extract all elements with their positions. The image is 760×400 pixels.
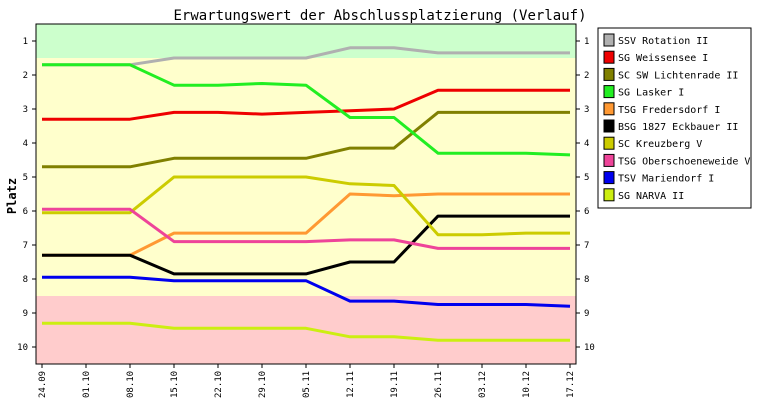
x-tick-label: 19.11 bbox=[390, 371, 400, 398]
series-line bbox=[42, 214, 570, 276]
y-tick-label-right: 8 bbox=[584, 275, 589, 285]
series-line bbox=[42, 175, 570, 237]
legend-swatch bbox=[603, 119, 615, 133]
x-tick-label: 05.11 bbox=[302, 371, 312, 398]
y-tick-label-right: 7 bbox=[584, 241, 589, 251]
legend-swatch bbox=[603, 102, 615, 116]
x-tick-label: 03.12 bbox=[478, 371, 488, 398]
y-tick-label-right: 1 bbox=[584, 37, 589, 47]
x-tick-label: 12.11 bbox=[346, 371, 356, 398]
series-line bbox=[42, 321, 570, 342]
legend-label: TSG Oberschoeneweide V bbox=[618, 156, 750, 167]
legend-label: SC SW Lichtenrade II bbox=[618, 70, 738, 81]
y-tick-label: 4 bbox=[23, 139, 28, 149]
series-lines bbox=[42, 46, 571, 342]
legend-swatch bbox=[603, 85, 615, 99]
y-tick-label: 10 bbox=[17, 343, 28, 353]
legend-swatch bbox=[603, 33, 615, 47]
y-tick-label: 5 bbox=[23, 173, 28, 183]
y-ticks-right: 1 2 3 4 5 6 7 8 9 10 bbox=[576, 37, 595, 353]
legend: SSV Rotation II SG Weissensee I SC SW Lich… bbox=[597, 27, 752, 209]
x-tick-label: 10.12 bbox=[522, 371, 532, 398]
series-line bbox=[42, 207, 570, 250]
y-tick-label: 1 bbox=[23, 37, 28, 47]
legend-swatch bbox=[603, 136, 615, 150]
y-ticks-left: 1 2 3 4 5 6 7 8 9 10 bbox=[17, 37, 36, 353]
legend-label: TSV Mariendorf I bbox=[618, 174, 714, 185]
series-line bbox=[42, 88, 570, 121]
legend-label: SG NARVA II bbox=[618, 191, 684, 202]
legend-label: SSV Rotation II bbox=[618, 36, 708, 47]
legend-swatch bbox=[603, 67, 615, 81]
series-line bbox=[42, 110, 570, 169]
x-tick-label: 26.11 bbox=[434, 371, 444, 398]
y-tick-label: 6 bbox=[23, 207, 28, 217]
x-tick-label: 29.10 bbox=[258, 371, 268, 398]
zone-band bbox=[36, 296, 576, 364]
x-ticks: 24.09 01.10 08.10 15.10 22.10 29.10 05.11 12.11… bbox=[38, 364, 576, 398]
x-tick-label: 22.10 bbox=[214, 371, 224, 398]
legend-label: SG Weissensee I bbox=[618, 53, 708, 64]
legend-swatch bbox=[603, 188, 615, 202]
y-tick-label-right: 4 bbox=[584, 139, 589, 149]
y-tick-label-right: 6 bbox=[584, 207, 589, 217]
legend-box bbox=[597, 27, 752, 209]
zone-bands bbox=[36, 24, 576, 364]
series-line bbox=[42, 63, 571, 157]
y-axis-label: Platz bbox=[5, 178, 19, 214]
x-tick-label: 01.10 bbox=[82, 371, 92, 398]
legend-label: SC Kreuzberg V bbox=[618, 139, 702, 150]
legend-swatch bbox=[603, 153, 615, 167]
legend-label: TSG Fredersdorf I bbox=[618, 105, 720, 116]
x-tick-label: 08.10 bbox=[126, 371, 136, 398]
y-tick-label: 7 bbox=[23, 241, 28, 251]
y-tick-label: 2 bbox=[23, 71, 28, 81]
legend-label: SG Lasker I bbox=[618, 88, 684, 99]
legend-label: BSG 1827 Eckbauer II bbox=[618, 122, 738, 133]
y-tick-label-right: 9 bbox=[584, 309, 589, 319]
y-tick-label-right: 2 bbox=[584, 71, 589, 81]
chart-title: Erwartungswert der Abschlussplatzierung … bbox=[173, 8, 586, 24]
y-tick-label-right: 3 bbox=[584, 105, 589, 115]
y-tick-label: 3 bbox=[23, 105, 28, 115]
y-tick-label: 8 bbox=[23, 275, 28, 285]
y-tick-label-right: 5 bbox=[584, 173, 589, 183]
legend-swatch bbox=[603, 171, 615, 185]
x-tick-label: 17.12 bbox=[566, 371, 576, 398]
x-tick-label: 24.09 bbox=[38, 371, 48, 398]
series-line bbox=[42, 275, 571, 308]
x-tick-label: 15.10 bbox=[170, 371, 180, 398]
y-tick-label: 9 bbox=[23, 309, 28, 319]
y-tick-label-right: 10 bbox=[584, 343, 595, 353]
legend-swatch bbox=[603, 50, 615, 64]
